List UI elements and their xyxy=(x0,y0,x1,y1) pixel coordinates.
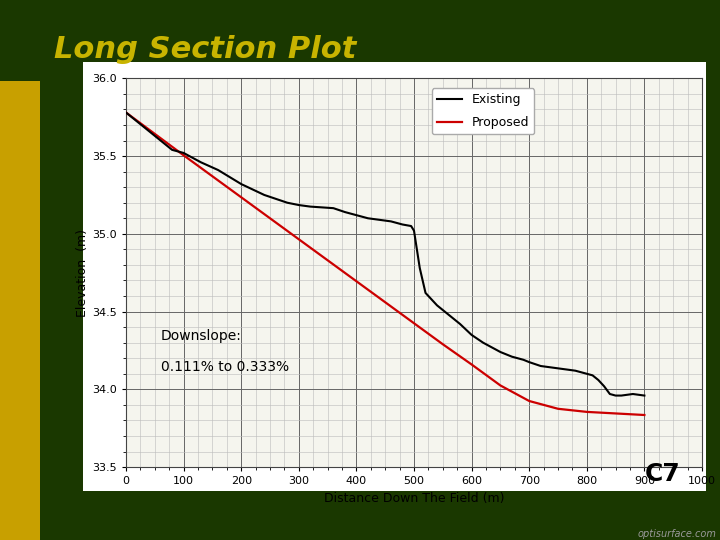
Text: C7: C7 xyxy=(644,462,680,486)
X-axis label: Distance Down The Field (m): Distance Down The Field (m) xyxy=(324,492,504,505)
Text: Long Section Plot: Long Section Plot xyxy=(54,35,356,64)
Text: optisurface.com: optisurface.com xyxy=(637,529,716,539)
Y-axis label: Elevation  (m): Elevation (m) xyxy=(76,229,89,316)
Legend: Existing, Proposed: Existing, Proposed xyxy=(432,89,534,134)
Text: Downslope:: Downslope: xyxy=(161,329,241,343)
Text: 0.111% to 0.333%: 0.111% to 0.333% xyxy=(161,360,289,374)
